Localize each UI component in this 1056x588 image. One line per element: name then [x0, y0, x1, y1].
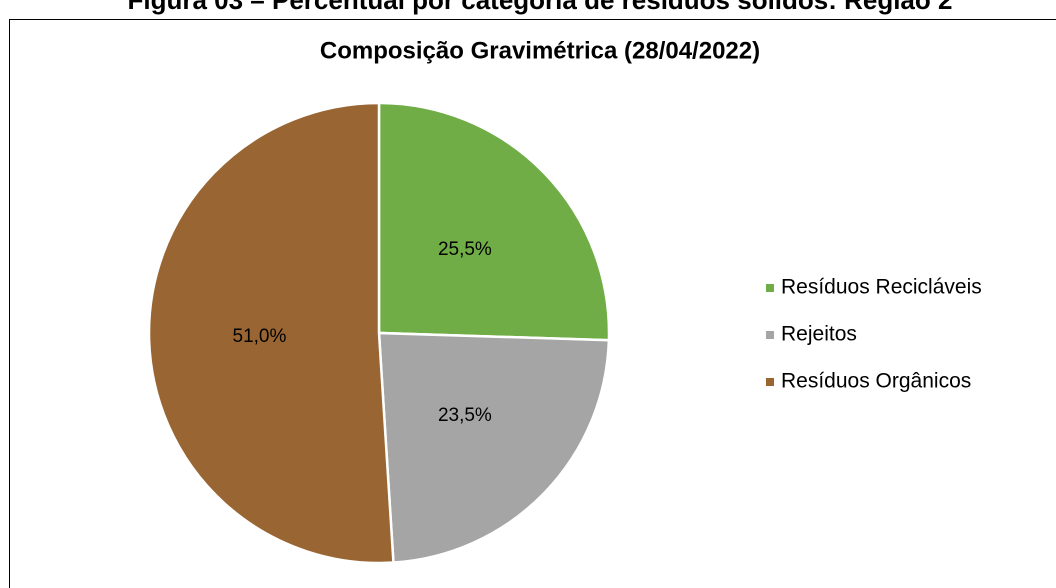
legend-swatch: [766, 331, 774, 339]
legend-swatch: [766, 284, 774, 292]
pie-slice: [377, 331, 611, 564]
data-label: 23,5%: [438, 405, 492, 426]
data-label: 25,5%: [438, 239, 492, 260]
data-label: 51,0%: [233, 326, 287, 347]
caption: Figura 03 – Percentual por categoria de …: [127, 0, 952, 15]
pie-slice: [147, 101, 395, 565]
legend-label: Resíduos Orgânicos: [781, 370, 971, 393]
chart-title: Composição Gravimétrica (28/04/2022): [320, 37, 760, 64]
legend-label: Rejeitos: [781, 323, 857, 346]
legend-swatch: [766, 378, 774, 386]
pie-slice: [377, 101, 611, 342]
legend-label: Resíduos Recicláveis: [781, 276, 982, 299]
